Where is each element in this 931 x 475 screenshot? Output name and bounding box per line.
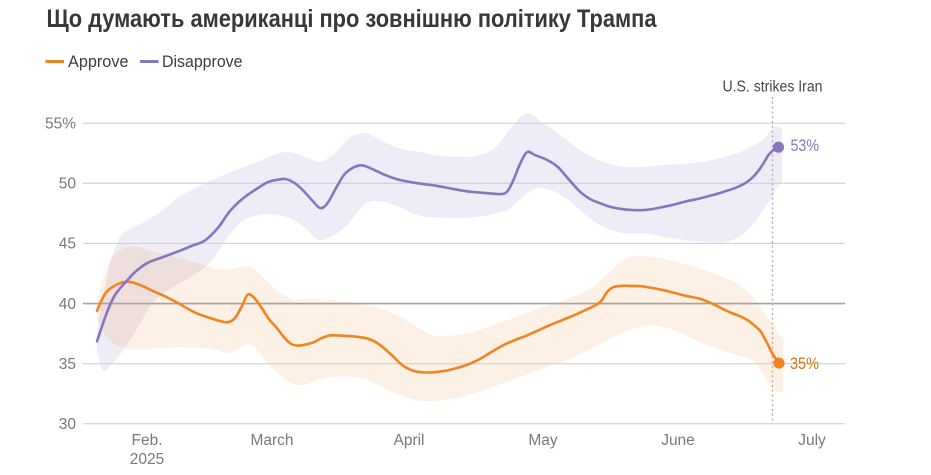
svg-text:40: 40 (59, 296, 77, 313)
svg-text:30: 30 (59, 416, 77, 433)
svg-text:35%: 35% (790, 354, 819, 373)
svg-text:Що думають американці про зовн: Що думають американці про зовнішню політ… (47, 5, 658, 33)
svg-text:35: 35 (59, 356, 76, 373)
svg-text:Feb.: Feb. (131, 432, 162, 449)
svg-text:March: March (250, 432, 293, 449)
svg-text:July: July (798, 432, 826, 449)
svg-text:June: June (661, 432, 695, 449)
svg-text:45: 45 (59, 236, 76, 253)
svg-text:50: 50 (59, 176, 77, 193)
svg-text:55%: 55% (45, 116, 76, 133)
svg-text:Approve: Approve (68, 52, 129, 71)
svg-text:U.S. strikes Iran: U.S. strikes Iran (723, 79, 823, 96)
svg-text:2025: 2025 (130, 451, 164, 468)
svg-text:May: May (528, 432, 558, 449)
svg-text:53%: 53% (791, 136, 820, 155)
svg-text:April: April (393, 432, 424, 449)
svg-text:Disapprove: Disapprove (162, 52, 243, 71)
